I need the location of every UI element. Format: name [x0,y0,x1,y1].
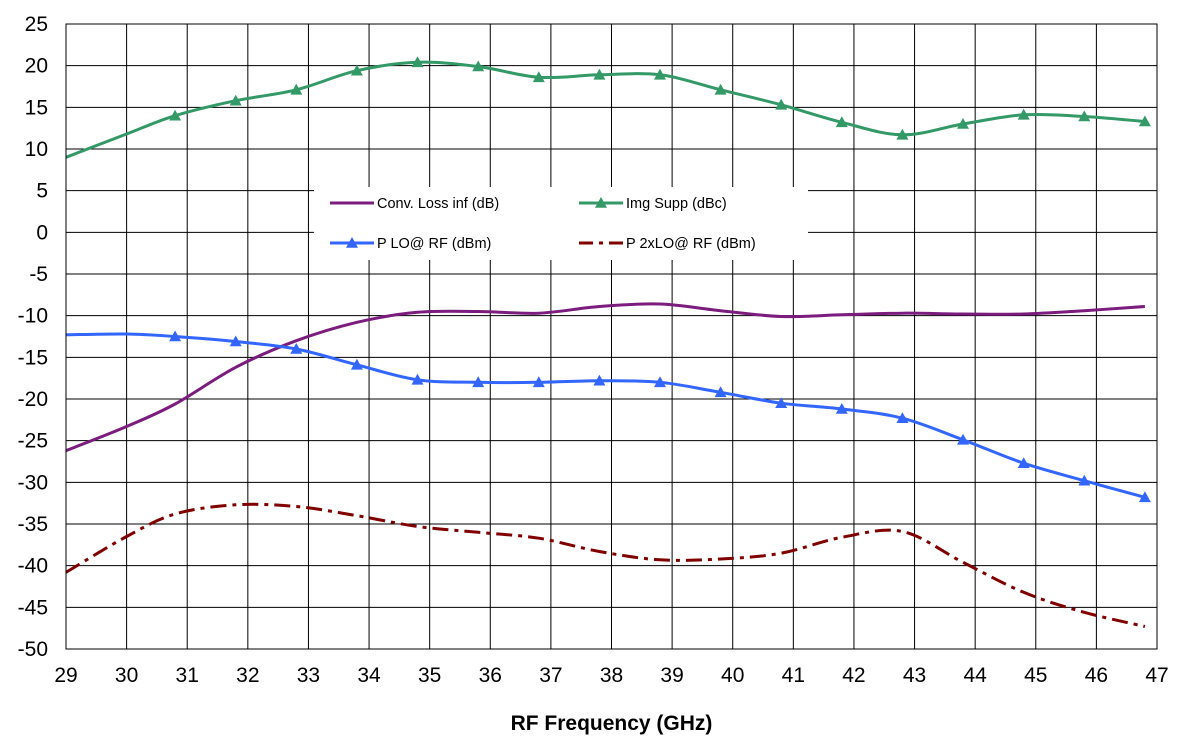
data-point-marker [472,60,485,72]
data-point-marker [1017,457,1030,468]
data-point-marker [411,373,424,385]
data-point-marker [169,109,182,121]
data-point-marker [1017,108,1030,120]
data-point-marker [1078,474,1091,486]
x-tick-label: 44 [963,664,987,687]
series-p-lo-rf-dbm [65,330,1151,503]
series-layer [65,56,1151,628]
x-tick-label: 39 [660,664,683,687]
legend-item-conv-loss-inf-db: Conv. Loss inf (dB) [330,196,499,212]
x-tick-label: 30 [115,664,138,687]
legend-label: P LO@ RF (dBm) [377,236,491,252]
data-point-marker [835,116,848,128]
x-tick-label: 31 [176,664,199,687]
y-tick-label: -20 [18,388,48,411]
y-tick-label: -10 [18,305,48,328]
y-tick-label: -50 [18,638,48,661]
legend-item-p-lo-rf-dbm: P LO@ RF (dBm) [330,236,491,252]
data-point-marker [714,83,727,95]
x-tick-label: 46 [1085,664,1108,687]
data-point-marker [411,56,424,68]
y-tick-label: 10 [25,138,48,161]
x-tick-label: 38 [600,664,623,687]
y-tick-label: -40 [18,555,48,578]
data-point-marker [169,330,182,342]
legend-marker [346,237,358,248]
y-tick-label: -30 [18,471,48,494]
legend-item-p-2xlo-rf-dbm: P 2xLO@ RF (dBm) [579,236,756,252]
y-tick-label: -45 [18,596,48,619]
y-tick-label: 25 [25,13,48,36]
data-point-marker [350,358,363,370]
x-tick-label: 33 [297,664,320,687]
data-point-marker [835,403,848,414]
y-tick-label: 0 [36,221,48,244]
data-point-marker [472,376,485,388]
plot-frame [65,23,1158,650]
legend-item-img-supp-dbc: Img Supp (dBc) [579,196,727,212]
data-point-marker [957,433,969,445]
legend-label: P 2xLO@ RF (dBm) [626,236,756,252]
data-point-marker [290,83,303,95]
data-point-marker [350,64,363,76]
data-point-marker [654,68,666,80]
x-tick-label: 43 [903,664,926,687]
data-point-marker [1138,491,1151,503]
legend-box [314,187,808,260]
x-tick-label: 34 [357,664,381,687]
data-point-marker [654,376,666,388]
data-point-marker [896,412,909,423]
legend-label: Img Supp (dBc) [626,196,727,212]
y-tick-label: -25 [18,430,48,453]
data-point-marker [714,386,727,398]
x-tick-label: 32 [236,664,259,687]
x-tick-label: 41 [782,664,805,687]
x-tick-label: 35 [418,664,441,687]
x-tick-label: 40 [721,664,744,687]
y-tick-label: -35 [18,513,48,536]
y-tick-label: -5 [29,263,48,286]
data-point-marker [775,98,788,110]
legend: Conv. Loss inf (dB) Img Supp (dBc) P LO@ R… [314,187,808,260]
data-point-marker [290,343,303,354]
data-point-marker [775,397,788,408]
series-line [65,302,1146,453]
data-point-marker [957,118,969,129]
data-point-marker [896,128,909,140]
data-point-marker [532,376,545,388]
series-line [65,502,1146,628]
x-tick-label: 42 [842,664,865,687]
y-tick-label: -15 [18,346,48,369]
series-img-supp-dbc [65,56,1151,159]
data-point-marker [1138,115,1151,127]
x-tick-labels: 29 30 31 32 33 34 35 36 37 38 39 40 41 42 43 44 45 46 47 [54,664,1168,687]
x-tick-label: 36 [479,664,502,687]
legend-marker [595,197,607,208]
data-point-marker [1078,110,1091,122]
y-tick-label: 20 [25,55,48,78]
x-tick-label: 29 [54,664,77,687]
series-p-2xlo-rf-dbm [65,502,1146,628]
data-point-marker [229,94,242,106]
data-point-marker [593,68,606,80]
x-tick-label: 37 [539,664,562,687]
data-point-marker [229,335,242,347]
data-point-marker [593,374,606,386]
legend-label: Conv. Loss inf (dB) [377,196,499,212]
data-point-marker [532,71,545,83]
x-tick-label: 47 [1145,664,1168,687]
y-tick-label: 5 [36,180,48,203]
x-axis-label: RF Frequency (GHz) [511,712,713,735]
series-conv-loss-inf-db [65,302,1146,453]
y-tick-label: 15 [25,96,48,119]
x-tick-label: 45 [1024,664,1047,687]
